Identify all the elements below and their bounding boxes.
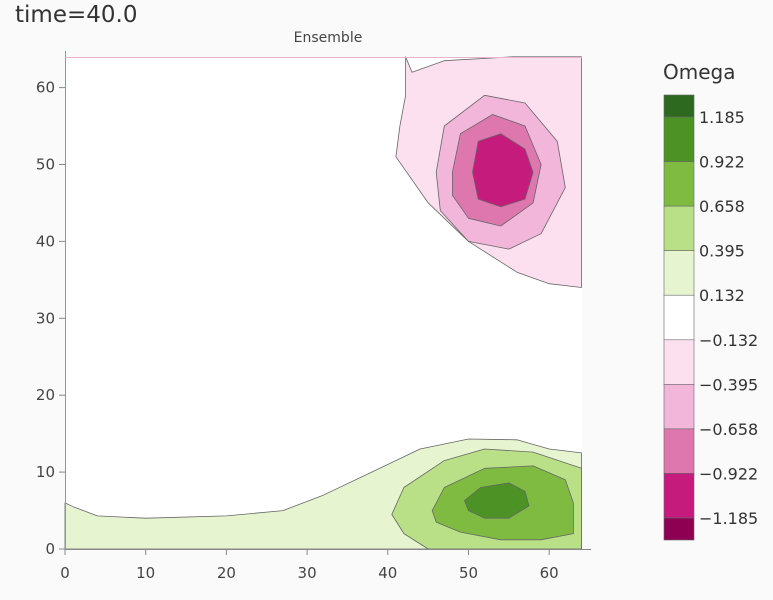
- x-tick-label: 50: [459, 564, 478, 582]
- colorbar-label: −0.132: [699, 331, 758, 350]
- colorbar-label: −0.658: [699, 420, 758, 439]
- axes: [65, 51, 591, 550]
- colorbar-label: −0.922: [699, 464, 758, 483]
- x-tick-label: 40: [378, 564, 397, 582]
- y-tick-label: 60: [36, 79, 55, 97]
- colorbar-label: −1.185: [699, 509, 758, 528]
- colorbar-swatch: [663, 339, 695, 385]
- figure-title: time=40.0: [15, 2, 138, 28]
- colorbar-label: 0.395: [699, 242, 745, 261]
- colorbar-swatch: [663, 250, 695, 296]
- colorbar-label: 0.922: [699, 153, 745, 172]
- x-ticks: 0 10 20 30 40 50 60: [60, 549, 559, 582]
- colorbar-swatch: [663, 205, 695, 252]
- plot-title: Ensemble: [294, 30, 363, 46]
- x-tick-label: 0: [60, 564, 70, 582]
- colorbar-swatch: [663, 428, 695, 474]
- y-tick-label: 40: [36, 232, 55, 250]
- y-tick-label: 0: [45, 540, 55, 558]
- colorbar: 1.185 0.922 0.658 0.395 0.132 −0.132 −0.395 −0.…: [663, 94, 758, 541]
- colorbar-label: 1.185: [699, 108, 745, 127]
- x-tick-label: 60: [540, 564, 559, 582]
- colorbar-swatch: [663, 94, 695, 118]
- x-tick-label: 30: [298, 564, 317, 582]
- x-tick-label: 20: [217, 564, 236, 582]
- colorbar-label: 0.658: [699, 197, 745, 216]
- y-tick-label: 50: [36, 156, 55, 174]
- magenta-band-4: [472, 133, 534, 208]
- colorbar-swatch: [663, 517, 695, 541]
- colorbar-swatch: [663, 383, 695, 430]
- colorbar-swatch: [663, 161, 695, 207]
- y-tick-label: 20: [36, 386, 55, 404]
- colorbar-title: Omega: [663, 60, 735, 84]
- y-tick-label: 10: [36, 463, 55, 481]
- colorbar-swatch: [663, 294, 695, 341]
- x-tick-label: 10: [136, 564, 155, 582]
- colorbar-label: 0.132: [699, 286, 745, 305]
- contour-regions: [64, 56, 582, 550]
- y-ticks: 0 10 20 30 40 50 60: [36, 79, 65, 558]
- colorbar-label: −0.395: [699, 375, 758, 394]
- colorbar-swatch: [663, 116, 695, 162]
- green-band-4: [464, 482, 530, 519]
- colorbar-swatch: [663, 473, 695, 519]
- y-tick-label: 30: [36, 309, 55, 327]
